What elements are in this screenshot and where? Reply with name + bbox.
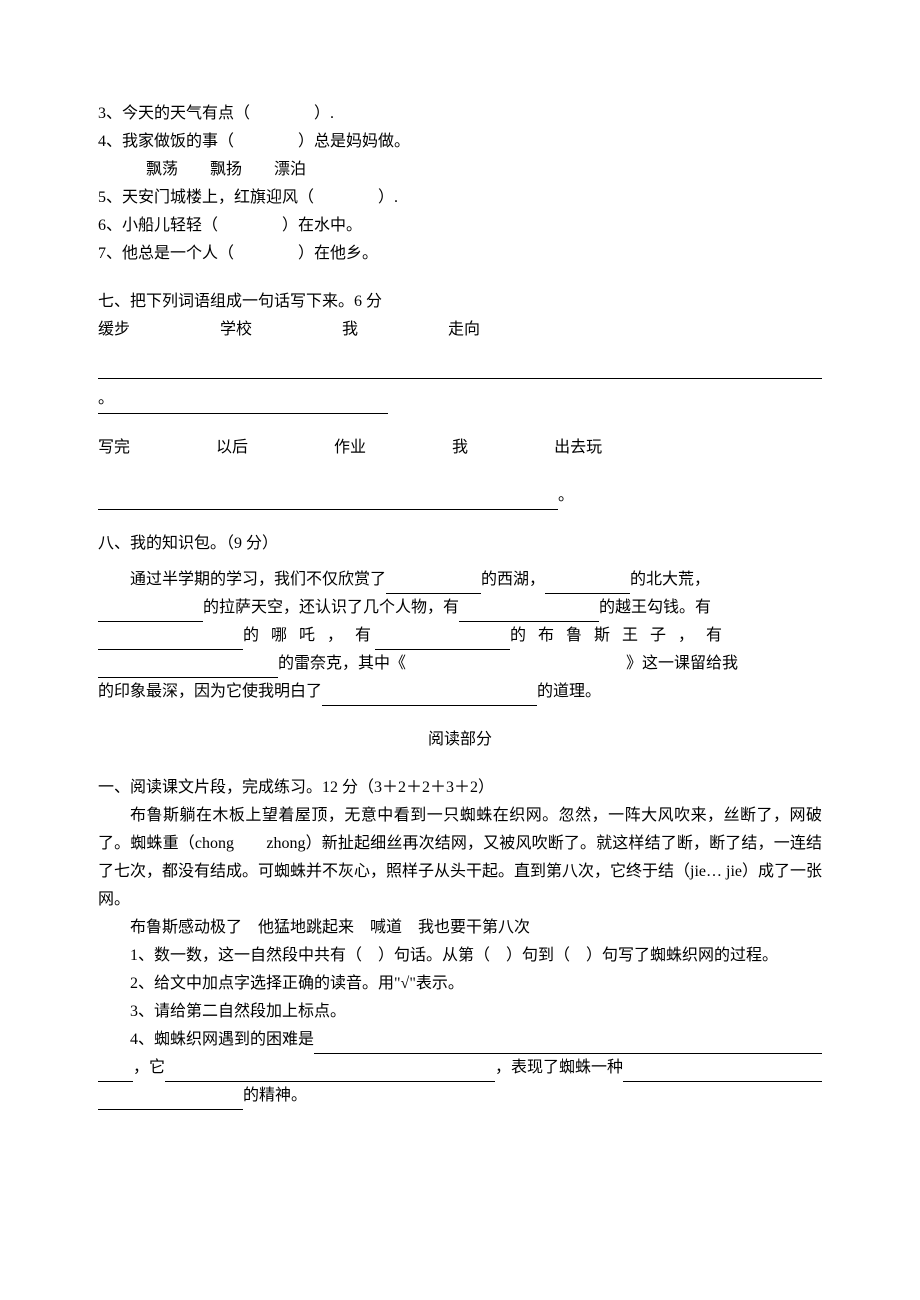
section-7-words-1: 缓步 学校 我 走向 bbox=[98, 316, 822, 344]
word: 写完 bbox=[98, 434, 130, 462]
text: 的西湖， bbox=[481, 566, 545, 594]
answer-line bbox=[98, 354, 822, 379]
word: 我 bbox=[342, 316, 358, 344]
word: 作业 bbox=[334, 434, 366, 462]
answer-line-continue bbox=[98, 385, 822, 414]
reading-heading: 阅读部分 bbox=[98, 726, 822, 754]
text: 的北大荒， bbox=[630, 566, 710, 594]
text: 的 哪 吒 ， 有 bbox=[243, 622, 375, 650]
item-6: 6、小船儿轻轻（ ）在水中。 bbox=[98, 212, 822, 240]
item-3: 3、今天的天气有点（ ）. bbox=[98, 100, 822, 128]
section-7-words-2: 写完 以后 作业 我 出去玩 bbox=[98, 434, 822, 462]
reading-section: 一、阅读课文片段，完成练习。12 分（3＋2＋2＋3＋2） 布鲁斯躺在木板上望着… bbox=[98, 774, 822, 1110]
item-4: 4、我家做饭的事（ ）总是妈妈做。 bbox=[98, 128, 822, 156]
text: 的拉萨天空，还认识了几个人物，有 bbox=[203, 594, 459, 622]
section-7-heading: 七、把下列词语组成一句话写下来。6 分 bbox=[98, 288, 822, 316]
word: 走向 bbox=[448, 316, 480, 344]
text: ，它 bbox=[133, 1054, 165, 1082]
text: ，表现了蜘蛛一种 bbox=[495, 1054, 623, 1082]
word: 我 bbox=[452, 434, 468, 462]
text: 的印象最深，因为它使我明白了 bbox=[98, 678, 322, 706]
document-page: 3、今天的天气有点（ ）. 4、我家做饭的事（ ）总是妈妈做。 飘荡 飘扬 漂泊… bbox=[0, 0, 920, 1170]
word: 缓步 bbox=[98, 316, 130, 344]
reading-q-1: 1、数一数，这一自然段中共有（ ）句话。从第（ ）句到（ ）句写了蜘蛛织网的过程… bbox=[98, 942, 822, 970]
text: 通过半学期的学习，我们不仅欣赏了 bbox=[130, 566, 386, 594]
text: 的 布 鲁 斯 王 子 ， 有 bbox=[510, 622, 726, 650]
text: 4、蜘蛛织网遇到的困难是 bbox=[130, 1026, 314, 1054]
section-8: 八、我的知识包。（9 分） 通过半学期的学习，我们不仅欣赏了 的西湖， 的北大荒… bbox=[98, 530, 822, 706]
answer-line-2: 。 bbox=[98, 482, 822, 510]
reading-q-2: 2、给文中加点字选择正确的读音。用"√"表示。 bbox=[98, 970, 822, 998]
fill-choice-section: 3、今天的天气有点（ ）. 4、我家做饭的事（ ）总是妈妈做。 飘荡 飘扬 漂泊… bbox=[98, 100, 822, 268]
text: 的精神。 bbox=[243, 1082, 307, 1110]
reading-para-1: 布鲁斯躺在木板上望着屋顶，无意中看到一只蜘蛛在织网。忽然，一阵大风吹来，丝断了，… bbox=[98, 802, 822, 914]
word: 以后 bbox=[216, 434, 248, 462]
reading-q1-heading: 一、阅读课文片段，完成练习。12 分（3＋2＋2＋3＋2） bbox=[98, 774, 822, 802]
section-7: 七、把下列词语组成一句话写下来。6 分 缓步 学校 我 走向 写完 以后 作业 … bbox=[98, 288, 822, 510]
section-8-heading: 八、我的知识包。（9 分） bbox=[98, 530, 822, 558]
item-5: 5、天安门城楼上，红旗迎风（ ）. bbox=[98, 184, 822, 212]
item-7: 7、他总是一个人（ ）在他乡。 bbox=[98, 240, 822, 268]
text: 的越王勾钱。有 bbox=[599, 594, 711, 622]
text: 的雷奈克，其中《 bbox=[278, 650, 406, 678]
reading-q-4: 4、蜘蛛织网遇到的困难是 ，它 ，表现了蜘蛛一种 的精神。 bbox=[98, 1026, 822, 1110]
word-bank: 飘荡 飘扬 漂泊 bbox=[98, 156, 822, 184]
word: 出去玩 bbox=[554, 434, 602, 462]
reading-q-3: 3、请给第二自然段加上标点。 bbox=[98, 998, 822, 1026]
text: 的道理。 bbox=[537, 678, 601, 706]
text: 》这一课留给我 bbox=[626, 650, 738, 678]
word: 学校 bbox=[220, 316, 252, 344]
section-8-body: 通过半学期的学习，我们不仅欣赏了 的西湖， 的北大荒， 的拉萨天空，还认识了几个… bbox=[98, 566, 822, 706]
reading-para-2: 布鲁斯感动极了 他猛地跳起来 喊道 我也要干第八次 bbox=[98, 914, 822, 942]
